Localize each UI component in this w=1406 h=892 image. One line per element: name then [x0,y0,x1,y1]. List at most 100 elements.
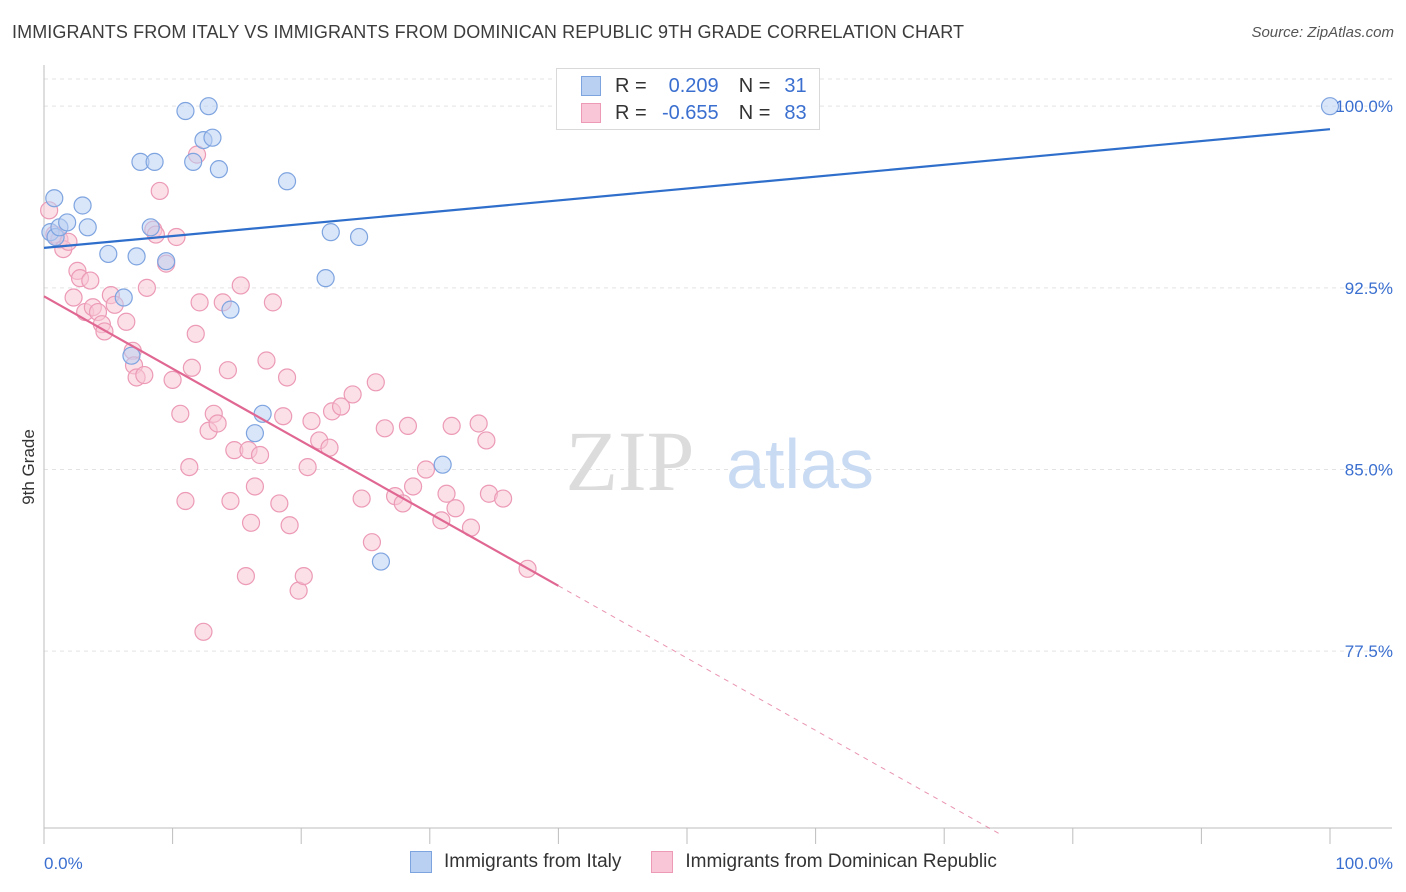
italy-point [245,424,265,443]
italy-point [122,346,141,365]
dr-point [137,278,156,297]
italy-point [321,223,340,242]
dr-point [171,404,190,423]
series-legend: Immigrants from Italy Immigrants from Do… [410,851,1027,873]
dr-point [163,370,182,389]
watermark-zip: ZIP [566,413,695,509]
dr-point [375,419,394,438]
dr-swatch [581,103,601,123]
italy-point [371,552,391,571]
dr-point [442,416,461,436]
series-legend-dr: Immigrants from Dominican Republic [651,851,997,873]
italy-legend-swatch [410,851,432,873]
legend-r-label: R = [615,101,647,124]
italy-point [157,252,176,271]
y-tick-label: 77.5% [1345,642,1393,661]
y-tick-label: 85.0% [1345,461,1393,480]
italy-point [114,288,133,307]
italy-point [141,218,160,237]
y-tick-labels: 100.0% 92.5% 85.0% 77.5% [1335,97,1393,661]
legend-row-dr: R = -0.655 N = 83 [581,101,807,125]
italy-swatch [581,76,601,96]
dr-point [221,491,240,511]
dr-point [362,533,382,552]
watermark-atlas: atlas [726,425,874,503]
dr-trend-extension [558,585,1003,836]
legend-dr-n: 83 [784,101,807,124]
italy-point [277,172,297,191]
dr-point [81,271,100,290]
legend-n-label: N = [738,101,771,124]
italy-point [316,269,335,288]
y-tick-label: 92.5% [1345,279,1393,298]
dr-point [263,293,283,312]
dr-point [231,276,250,295]
legend-italy-n: 31 [784,74,807,97]
dr-point [245,477,265,496]
dr-point [446,499,465,518]
chart-title: IMMIGRANTS FROM ITALY VS IMMIGRANTS FROM… [12,22,965,42]
italy-point [78,218,97,237]
dr-point [64,288,83,307]
dr-point [469,414,488,433]
legend-row-italy: R = 0.209 N = 31 [581,74,807,98]
italy-point [209,160,228,179]
dr-point [236,566,256,586]
dr-point [208,414,227,433]
italy-point [1320,97,1340,116]
dr-trend-line [43,295,559,587]
dr-point [494,489,513,508]
dr-point [277,368,297,387]
italy-point [99,244,118,264]
legend-r-label: R = [615,74,647,97]
dr-point [182,358,201,377]
dr-point [150,181,169,201]
dr-point [257,351,276,370]
dr-point [352,489,371,508]
y-axis-label: 9th Grade [19,429,38,505]
dr-point [298,457,317,477]
watermark: ZIP atlas [566,413,874,509]
italy-trend-line [43,128,1331,249]
legend-dr-r: -0.655 [661,101,719,124]
dr-series-points [40,145,537,641]
dr-point [218,361,237,380]
dr-point [302,411,321,431]
chart-source: Source: ZipAtlas.com [1251,24,1394,41]
dr-point [366,373,385,392]
dr-point [194,622,213,641]
dr-point [274,407,293,426]
italy-point [176,101,195,121]
y-tick-label: 100.0% [1335,97,1393,116]
italy-point [45,189,64,208]
x-tick-label: 100.0% [1335,854,1393,873]
dr-point [186,324,205,343]
dr-point [437,484,456,503]
italy-point [221,300,240,319]
dr-point [477,431,496,450]
axes [43,65,1392,844]
italy-point [145,152,164,171]
dr-point [250,445,270,465]
italy-series-points [41,97,1340,571]
trend-lines [43,128,1331,836]
italy-point [433,455,452,474]
italy-point [58,213,77,232]
dr-point [135,365,154,385]
italy-legend-label: Immigrants from Italy [444,851,622,872]
italy-point [349,227,369,247]
dr-point [343,385,362,404]
correlation-legend: R = 0.209 N = 31 R = -0.655 N = 83 [556,68,820,130]
legend-n-label: N = [738,74,771,97]
italy-point [199,97,218,116]
x-tick-labels: 0.0% 100.0% [44,854,1393,873]
series-legend-italy: Immigrants from Italy [410,851,621,873]
grid-lines [44,78,1392,652]
italy-point [127,247,146,266]
italy-point [203,128,222,147]
dr-point [398,416,418,436]
dr-point [280,516,299,535]
dr-point [180,457,199,477]
dr-point [270,494,289,513]
